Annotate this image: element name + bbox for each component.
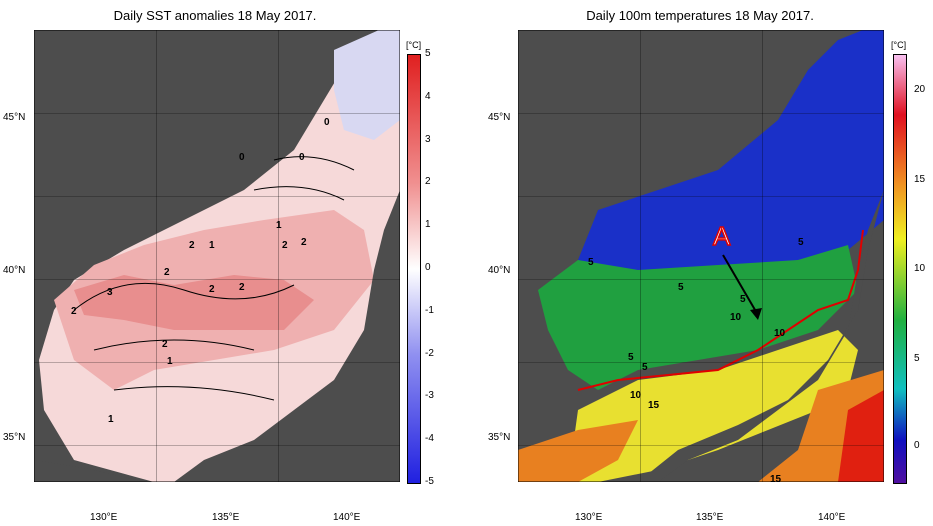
- lon-label: 140°E: [333, 512, 361, 523]
- colorbar-tick-label: 3: [425, 133, 431, 145]
- contour-label: 2: [239, 282, 245, 293]
- contour-label: 2: [71, 306, 77, 317]
- annotation-label: A: [713, 221, 731, 251]
- contour-label: 0: [299, 152, 305, 163]
- colorbar-tick-label: 5: [425, 48, 431, 59]
- colorbar-tick-label: 4: [425, 90, 431, 102]
- lat-label: 45°N: [488, 112, 511, 123]
- colorbar-tick-label: -5: [425, 476, 434, 487]
- contour-label: 1: [108, 414, 114, 425]
- colorbar-tick-label: -3: [425, 390, 434, 402]
- contour-label: 5: [588, 257, 594, 268]
- contour-label: 2: [164, 267, 170, 278]
- lon-label: 135°E: [696, 512, 724, 523]
- lat-label: 40°N: [488, 265, 511, 276]
- colorbar-tick-label: -1: [425, 304, 434, 316]
- colorbar-tick-label: -2: [425, 347, 434, 359]
- lat-label: 40°N: [3, 265, 26, 276]
- colorbar-tick-label: 10: [914, 263, 926, 274]
- contour-label: 5: [642, 362, 648, 373]
- contour-label: 2: [282, 240, 288, 251]
- contour-label: 10: [774, 328, 786, 339]
- colorbar-unit: [°C]: [891, 40, 907, 50]
- contour-label: 15: [770, 474, 782, 482]
- left-map-title: Daily SST anomalies 18 May 2017.: [113, 8, 317, 23]
- contour-label: 0: [324, 117, 330, 128]
- contour-label: 2: [189, 240, 195, 251]
- contour-label: 1: [276, 220, 282, 231]
- lon-label: 135°E: [212, 512, 240, 523]
- lon-label: 130°E: [575, 512, 603, 523]
- contour-label: 2: [209, 284, 215, 295]
- lat-label: 45°N: [3, 112, 26, 123]
- contour-label: 5: [740, 294, 746, 305]
- colorbar-tick-label: 1: [425, 219, 431, 231]
- right-map-title: Daily 100m temperatures 18 May 2017.: [586, 8, 814, 23]
- contour-label: 1: [209, 240, 215, 251]
- contour-label: 0: [239, 152, 245, 163]
- contour-label: 15: [648, 400, 660, 411]
- colorbar-tick-label: 0: [914, 440, 920, 451]
- colorbar-tick-label: 0: [425, 262, 431, 273]
- contour-label: 5: [628, 352, 634, 363]
- colorbar-unit: [°C]: [406, 40, 422, 50]
- contour-label: 1: [167, 356, 173, 367]
- sst-anomaly-map: 0 0 0 1 2 2 1 2 2 3 2 2 2 2 1 1: [34, 30, 400, 482]
- temperature-100m-map: A 5 5 5 5 10 10 5 5 10 15 15: [518, 30, 884, 482]
- contour-label: 2: [301, 237, 307, 248]
- contour-label: 3: [107, 287, 113, 298]
- colorbar-tick-label: 5: [914, 353, 920, 364]
- contour-label: 10: [730, 312, 742, 323]
- lon-label: 130°E: [90, 512, 118, 523]
- temperature-colorbar: [893, 54, 907, 484]
- colorbar-tick-label: 20: [914, 84, 926, 95]
- contour-label: 5: [678, 282, 684, 293]
- colorbar-tick-label: 2: [425, 176, 431, 188]
- contour-label: 5: [798, 237, 804, 248]
- lat-label: 35°N: [3, 432, 26, 443]
- anomaly-colorbar: [407, 54, 421, 484]
- lon-label: 140°E: [818, 512, 846, 523]
- contour-label: 10: [630, 390, 642, 401]
- colorbar-tick-label: 15: [914, 174, 926, 185]
- contour-label: 2: [162, 339, 168, 350]
- colorbar-tick-label: -4: [425, 433, 434, 445]
- lat-label: 35°N: [488, 432, 511, 443]
